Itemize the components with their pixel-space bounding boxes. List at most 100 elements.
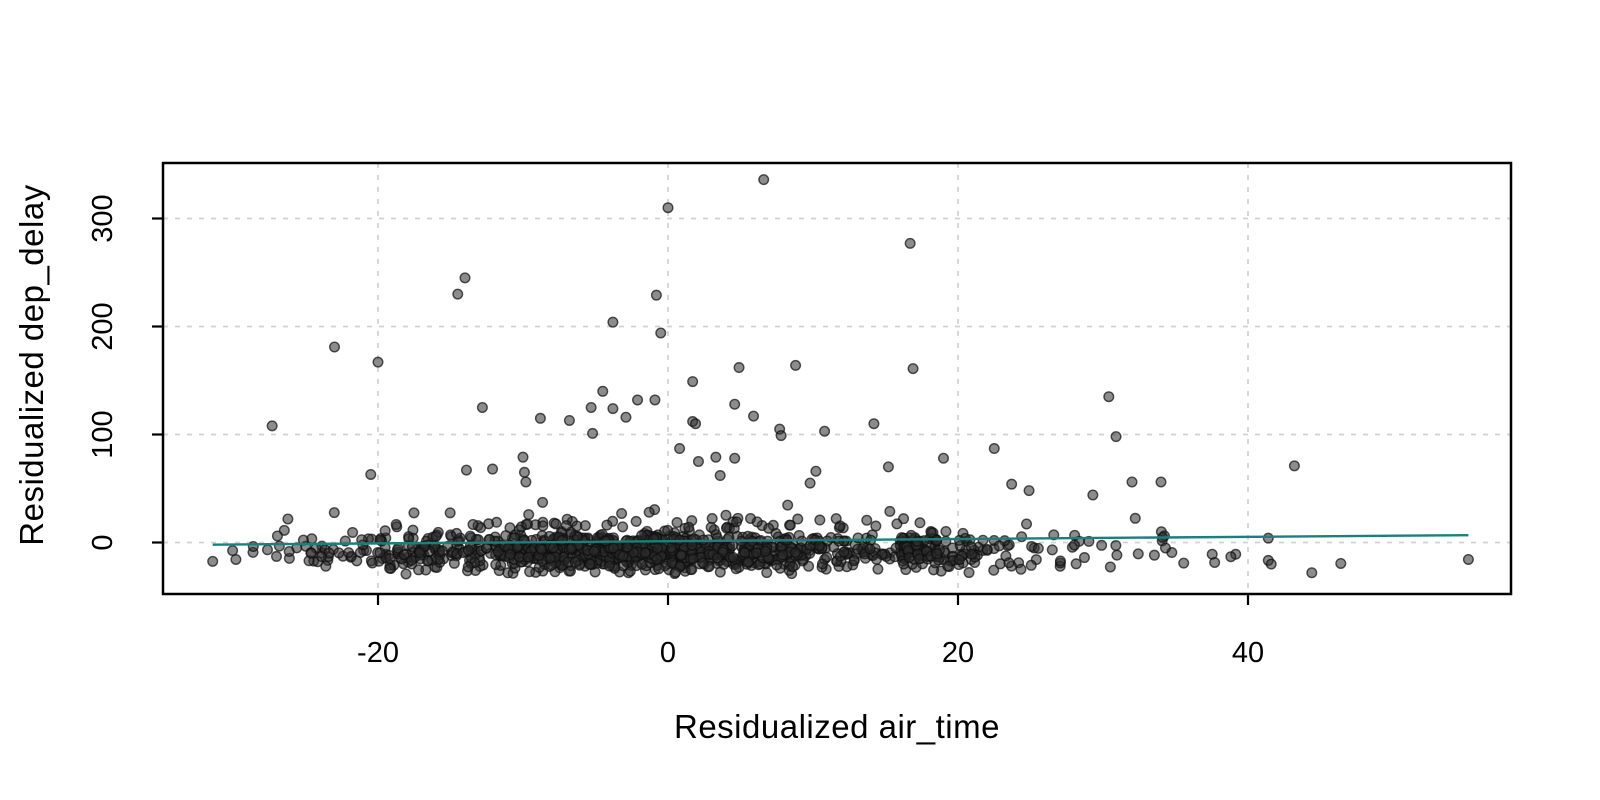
data-point	[1103, 391, 1115, 403]
data-point	[632, 394, 644, 406]
data-point	[390, 519, 402, 531]
data-point	[537, 496, 549, 508]
data-point	[462, 544, 474, 556]
data-point	[938, 452, 950, 464]
data-point	[643, 506, 655, 518]
data-point	[374, 547, 386, 559]
data-point	[690, 418, 702, 430]
data-point	[636, 529, 648, 541]
data-point	[630, 515, 642, 527]
data-point	[907, 363, 919, 375]
data-point	[925, 527, 937, 539]
data-point	[565, 543, 577, 555]
data-point	[483, 518, 495, 530]
data-point	[408, 507, 420, 519]
plot-border	[161, 161, 1513, 596]
data-point	[784, 519, 796, 531]
data-point	[1129, 512, 1141, 524]
data-point	[1070, 558, 1082, 570]
data-point	[462, 561, 474, 573]
data-point	[343, 547, 355, 559]
data-point	[1225, 551, 1237, 563]
data-point	[306, 533, 318, 545]
data-point	[1262, 532, 1274, 544]
data-point	[271, 550, 283, 562]
data-point	[556, 535, 568, 547]
data-point	[1209, 556, 1221, 568]
data-point	[730, 563, 742, 575]
data-point	[1462, 553, 1474, 565]
data-point	[563, 414, 575, 426]
data-point	[1087, 489, 1099, 501]
data-point	[1054, 555, 1066, 567]
data-point	[729, 398, 741, 410]
data-point	[787, 561, 799, 573]
y-tick-label: 200	[87, 302, 119, 350]
data-point	[871, 553, 883, 565]
data-point	[1335, 557, 1347, 569]
data-point	[1178, 557, 1190, 569]
data-point	[607, 316, 619, 328]
data-point	[1021, 518, 1033, 530]
data-point	[653, 563, 665, 575]
data-point	[1155, 476, 1167, 488]
data-point	[720, 509, 732, 521]
data-point	[1306, 567, 1318, 579]
data-point	[524, 566, 536, 578]
data-point	[848, 555, 860, 567]
data-point	[714, 470, 726, 482]
data-point	[413, 564, 425, 576]
data-point	[522, 518, 534, 530]
data-point	[617, 550, 629, 562]
data-point	[705, 521, 717, 533]
data-point	[351, 555, 363, 567]
data-point	[1096, 539, 1108, 551]
data-point	[731, 516, 743, 528]
data-point	[884, 505, 896, 517]
data-point	[777, 549, 789, 561]
data-point	[1003, 557, 1015, 569]
data-point	[782, 499, 794, 511]
data-point	[365, 468, 377, 480]
data-point	[872, 563, 884, 575]
data-point	[518, 535, 530, 547]
data-point	[898, 513, 910, 525]
data-point	[714, 566, 726, 578]
data-point	[603, 560, 615, 572]
data-point	[739, 547, 751, 559]
data-point	[544, 552, 556, 564]
data-point	[459, 272, 471, 284]
data-point	[467, 518, 479, 530]
data-point	[273, 540, 285, 552]
data-point	[607, 403, 619, 415]
data-point	[903, 552, 915, 564]
data-point	[993, 540, 1005, 552]
data-point	[838, 546, 850, 558]
data-point	[830, 513, 842, 525]
data-point	[379, 525, 391, 537]
y-tick-label: 100	[87, 410, 119, 458]
data-point	[607, 542, 619, 554]
data-point	[520, 476, 532, 488]
data-point	[536, 543, 548, 555]
data-point	[207, 555, 219, 567]
data-point	[803, 560, 815, 572]
data-point	[750, 547, 762, 559]
data-point	[852, 532, 864, 544]
data-point	[697, 557, 709, 569]
data-point	[819, 425, 831, 437]
data-point	[896, 532, 908, 544]
data-point	[492, 546, 504, 558]
data-point	[547, 542, 559, 554]
data-point	[1032, 542, 1044, 554]
data-point	[636, 558, 648, 570]
data-point	[687, 553, 699, 565]
data-point	[487, 463, 499, 475]
data-point	[821, 551, 833, 563]
data-point	[422, 555, 434, 567]
data-point	[1025, 559, 1037, 571]
data-point	[771, 559, 783, 571]
data-point	[283, 545, 295, 557]
data-point	[710, 451, 722, 463]
